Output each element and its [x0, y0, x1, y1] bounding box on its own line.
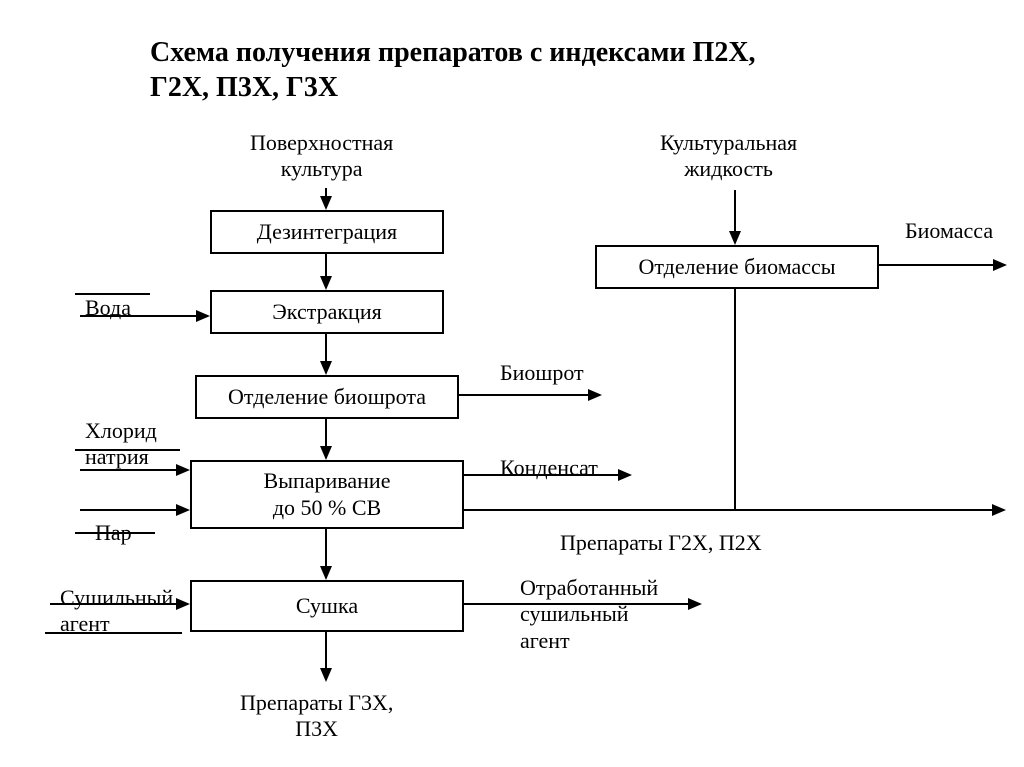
label-water: Вода: [85, 295, 131, 321]
node-extraction-label: Экстракция: [272, 299, 381, 325]
node-evaporation: Выпаривание до 50 % СВ: [190, 460, 464, 529]
node-evaporation-l2: до 50 % СВ: [273, 495, 381, 521]
node-extraction: Экстракция: [210, 290, 444, 334]
label-spent-drying-agent: Отработанный сушильный агент: [520, 575, 658, 654]
node-disintegration: Дезинтеграция: [210, 210, 444, 254]
label-preparations-g2x: Препараты Г2Х, П2Х: [560, 530, 762, 556]
label-condensate: Конденсат: [500, 455, 598, 481]
node-drying: Сушка: [190, 580, 464, 632]
node-drying-label: Сушка: [296, 593, 358, 619]
node-biomass-separation: Отделение биомассы: [595, 245, 879, 289]
label-sodium-chloride: Хлорид натрия: [85, 418, 157, 471]
label-drying-agent-in: Сушильный агент: [60, 585, 173, 638]
node-biomass-label: Отделение биомассы: [638, 254, 835, 280]
node-bioshrot-separation: Отделение биошрота: [195, 375, 459, 419]
label-surface-culture: Поверхностная культура: [250, 130, 393, 183]
node-evaporation-l1: Выпаривание: [264, 468, 391, 494]
label-bioshrot: Биошрот: [500, 360, 584, 386]
node-disintegration-label: Дезинтеграция: [257, 219, 397, 245]
label-preparations-g3x: Препараты Г3Х, П3Х: [240, 690, 393, 743]
label-culture-liquid: Культуральная жидкость: [660, 130, 797, 183]
title-line1: Схема получения препаратов с индексами П…: [150, 35, 756, 70]
node-bioshrot-label: Отделение биошрота: [228, 384, 426, 410]
label-steam: Пар: [95, 520, 132, 546]
title-line2: Г2Х, П3Х, Г3Х: [150, 70, 756, 105]
label-biomass: Биомасса: [905, 218, 993, 244]
diagram-title: Схема получения препаратов с индексами П…: [150, 35, 756, 105]
